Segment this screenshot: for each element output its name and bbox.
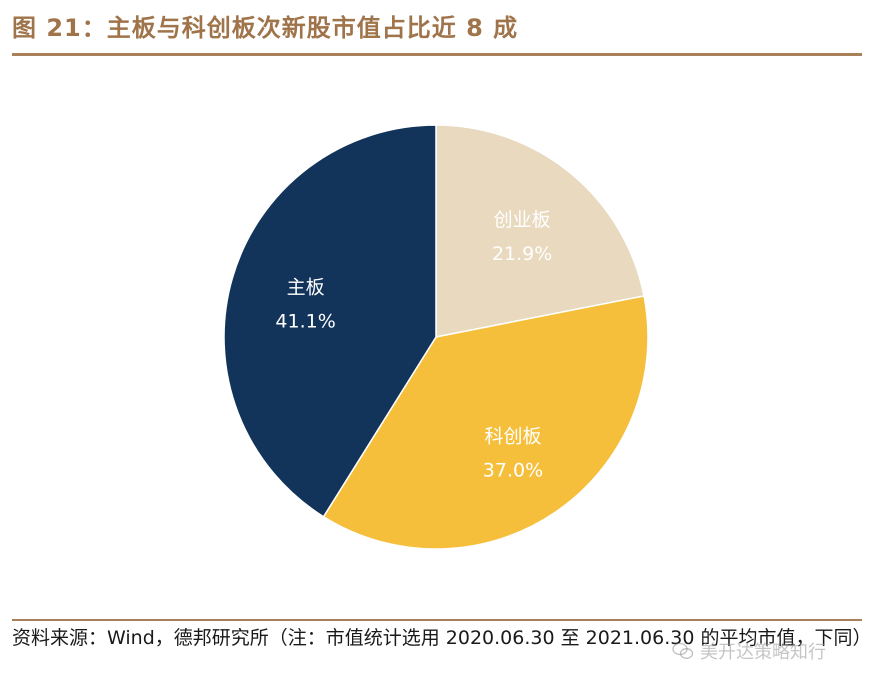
slice-label-1: 科创板 xyxy=(484,426,541,448)
pie-slice-1 xyxy=(322,295,649,550)
pie-chart-svg: 创业板 21.9% 科创板 37.0% 主板 41.1% xyxy=(223,124,649,550)
slice-value-2: 41.1% xyxy=(275,311,335,333)
slice-label-0: 创业板 xyxy=(494,209,551,231)
source-note: 资料来源：Wind，德邦研究所（注：市值统计选用 2020.06.30 至 20… xyxy=(12,627,872,649)
pie-slice-2 xyxy=(223,124,437,518)
footer-divider xyxy=(12,619,862,621)
slice-value-1: 37.0% xyxy=(483,460,543,482)
slice-value-0: 21.9% xyxy=(492,243,552,265)
watermark-text: 美开达策略知行 xyxy=(700,642,826,663)
pie-slice-0 xyxy=(435,124,645,338)
pie-chart: 创业板 21.9% 科创板 37.0% 主板 41.1% xyxy=(12,56,862,618)
watermark: 美开达策略知行 xyxy=(672,638,826,664)
title-divider xyxy=(12,53,862,56)
slice-label-2: 主板 xyxy=(287,277,325,299)
wechat-icon xyxy=(672,642,694,659)
chart-title: 图 21：主板与科创板次新股市值占比近 8 成 xyxy=(12,14,519,42)
